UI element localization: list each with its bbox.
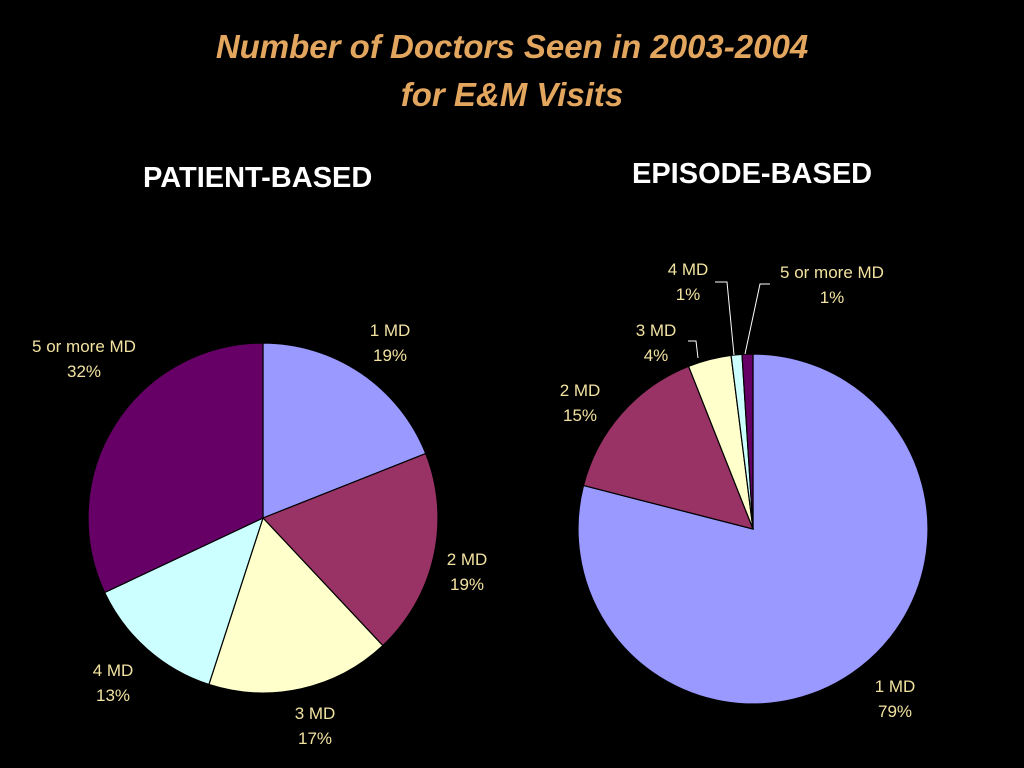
patient-label-name-1-md: 1 MD (370, 321, 411, 340)
patient-based-pie: 1 MD 19% 2 MD 19% 3 MD 17% 4 MD 13% 5 or more MD… (32, 321, 487, 748)
episode-label-name-1-md: 1 MD (875, 677, 916, 696)
patient-label-1-md: 1 MD 19% (370, 321, 411, 365)
chart-title-line-1: Number of Doctors Seen in 2003-2004 (215, 28, 809, 65)
patient-slice-1-md (262, 342, 427, 519)
patient-label-4-md: 4 MD 13% (93, 661, 134, 705)
episode-label-name-5-or-more-md: 5 or more MD (780, 263, 884, 282)
episode-leader-line-5-or-more-md (744, 283, 770, 355)
episode-label-pct-3-md: 4% (644, 346, 669, 365)
patient-based-heading: PATIENT-BASED (143, 162, 373, 194)
episode-label-4-md: 4 MD 1% (668, 260, 709, 304)
patient-label-3-md: 3 MD 17% (295, 704, 336, 748)
episode-label-pct-1-md: 79% (878, 702, 912, 721)
patient-slice-3-md (208, 516, 384, 694)
patient-label-name-4-md: 4 MD (93, 661, 134, 680)
patient-label-name-2-md: 2 MD (447, 550, 488, 569)
episode-slice-5-or-more-md (741, 353, 754, 530)
episode-leader-line-4-md (715, 281, 735, 356)
patient-label-name-3-md: 3 MD (295, 704, 336, 723)
episode-label-name-4-md: 4 MD (668, 260, 709, 279)
patient-label-5-or-more-md: 5 or more MD 32% (32, 337, 136, 381)
episode-leader-line-3-md (688, 340, 699, 359)
episode-label-name-2-md: 2 MD (560, 381, 601, 400)
episode-label-pct-4-md: 1% (676, 285, 701, 304)
patient-slice-4-md (103, 516, 264, 686)
episode-label-3-md: 3 MD 4% (636, 321, 677, 365)
patient-label-pct-3-md: 17% (298, 729, 332, 748)
patient-slice-5-or-more-md (87, 342, 264, 594)
patient-label-pct-4-md: 13% (96, 686, 130, 705)
episode-label-2-md: 2 MD 15% (560, 381, 601, 425)
patient-label-pct-1-md: 19% (373, 346, 407, 365)
episode-label-5-or-more-md: 5 or more MD 1% (780, 263, 884, 307)
patient-label-2-md: 2 MD 19% (447, 550, 488, 594)
chart-title-line-2: for E&M Visits (400, 76, 624, 113)
episode-label-pct-5-or-more-md: 1% (820, 288, 845, 307)
patient-label-name-5-or-more-md: 5 or more MD (32, 337, 136, 356)
patient-label-pct-5-or-more-md: 32% (67, 362, 101, 381)
episode-based-pie: 1 MD 79% 2 MD 15% 3 MD 4% 4 MD 1% 5 or more MD 1% (560, 260, 929, 721)
patient-label-pct-2-md: 19% (450, 575, 484, 594)
episode-slice-2-md (582, 365, 754, 530)
episode-label-pct-2-md: 15% (563, 406, 597, 425)
episode-label-1-md: 1 MD 79% (875, 677, 916, 721)
episode-based-heading: EPISODE-BASED (632, 158, 873, 190)
patient-slice-2-md (261, 452, 439, 647)
episode-label-name-3-md: 3 MD (636, 321, 677, 340)
